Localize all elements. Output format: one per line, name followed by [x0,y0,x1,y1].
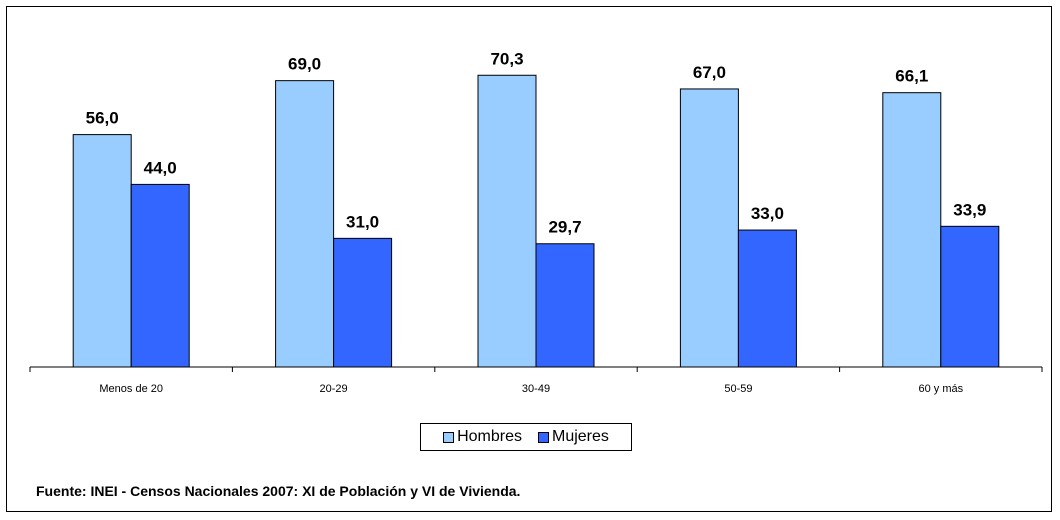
data-label-hombres-1: 69,0 [288,55,321,74]
data-label-mujeres-0: 44,0 [144,158,177,177]
x-tick-label: 30-49 [522,383,550,395]
legend-swatch-hombres [443,431,455,443]
bar-hombres-1 [275,80,335,368]
data-label-hombres-0: 56,0 [86,109,119,128]
legend-swatch-mujeres [538,431,549,443]
x-tick-label: 60 y más [918,383,963,395]
data-label-mujeres-1: 31,0 [346,212,379,231]
bar-mujeres-2 [535,243,595,368]
chart-legend: Hombres Mujeres [420,423,632,451]
legend-label-mujeres: Mujeres [552,428,609,445]
bar-hombres-3 [679,88,739,368]
source-note: Fuente: INEI - Censos Nacionales 2007: X… [36,483,521,499]
bar-hombres-4 [882,92,942,368]
legend-label-hombres: Hombres [457,428,522,445]
bar-hombres-0 [72,134,132,368]
bar-mujeres-1 [333,237,393,368]
data-label-mujeres-4: 33,9 [953,200,986,219]
bar-mujeres-0 [130,183,190,368]
x-tick-label: 50-59 [724,383,752,395]
data-label-hombres-3: 67,0 [693,63,726,82]
bar-mujeres-4 [940,225,1000,368]
legend-item-mujeres: Mujeres [538,428,609,446]
bar-mujeres-3 [737,229,797,368]
bar-hombres-2 [477,74,537,368]
data-label-mujeres-2: 29,7 [548,218,581,237]
data-label-mujeres-3: 33,0 [751,204,784,223]
x-tick-label: 20-29 [320,383,348,395]
data-label-hombres-4: 66,1 [895,67,928,86]
x-tick-label: Menos de 20 [99,383,163,395]
legend-item-hombres: Hombres [443,428,522,446]
data-label-hombres-2: 70,3 [490,49,523,68]
